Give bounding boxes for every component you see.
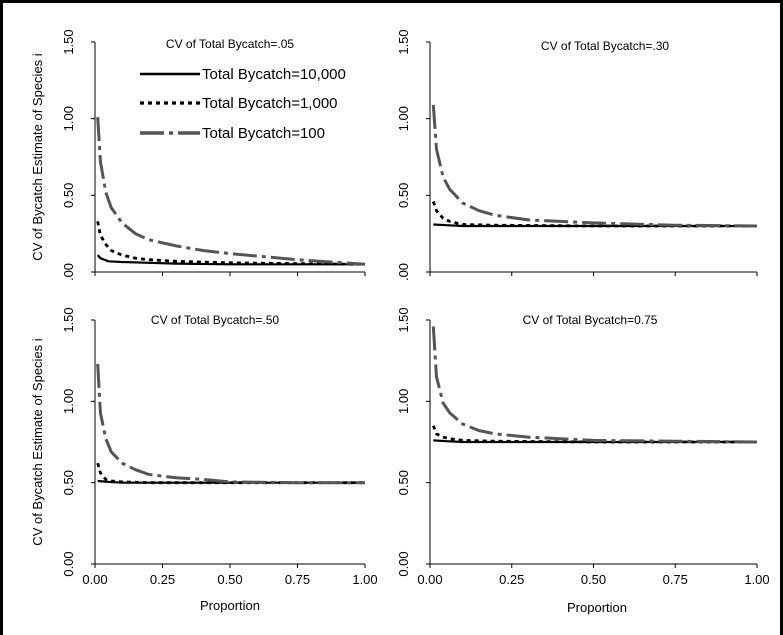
panel-title: CV of Total Bycatch=.50 bbox=[151, 313, 280, 327]
y-tick-label: 0.50 bbox=[61, 183, 76, 208]
y-tick-label: .00 bbox=[61, 263, 76, 281]
x-tick-label: 0.75 bbox=[663, 572, 688, 587]
y-tick-label: 1.50 bbox=[396, 29, 411, 54]
x-tick-label: 0.50 bbox=[217, 572, 242, 587]
x-tick-label: 1.00 bbox=[352, 572, 377, 587]
legend-label: Total Bycatch=100 bbox=[202, 125, 325, 142]
series-line-n1000 bbox=[96, 221, 366, 266]
y-tick-label: 0.50 bbox=[61, 470, 76, 495]
series-line-n1000 bbox=[431, 425, 757, 444]
x-tick-label: 0.00 bbox=[417, 572, 442, 587]
y-tick-label: 0.00 bbox=[61, 551, 76, 576]
y-tick-label: 1.00 bbox=[396, 106, 411, 131]
x-tick-label: 0.75 bbox=[285, 572, 310, 587]
series-line-n100 bbox=[96, 117, 366, 266]
y-tick-label: 1.50 bbox=[396, 307, 411, 332]
series-line-n100 bbox=[431, 104, 758, 228]
y-tick-label: 0.50 bbox=[396, 470, 411, 495]
panel-title: CV of Total Bycatch=.05 bbox=[166, 37, 295, 51]
panel-title: CV of Total Bycatch=0.75 bbox=[523, 313, 658, 327]
x-tick-label: 0.25 bbox=[499, 572, 524, 587]
x-axis-label: Proportion bbox=[200, 598, 260, 613]
legend-label: Total Bycatch=10,000 bbox=[202, 66, 346, 83]
x-tick-label: 0.25 bbox=[150, 572, 175, 587]
y-tick-label: 0.00 bbox=[396, 551, 411, 576]
y-axis-label: CV of Bycatch Estimate of Species i bbox=[30, 338, 45, 545]
y-tick-label: 1.50 bbox=[61, 307, 76, 332]
x-tick-label: 0.50 bbox=[581, 572, 606, 587]
series-line-n100 bbox=[431, 326, 758, 444]
series-line-n1000 bbox=[431, 201, 757, 228]
y-tick-label: 1.50 bbox=[61, 29, 76, 54]
panel-title: CV of Total Bycatch=.30 bbox=[541, 39, 670, 53]
series-line-n1000 bbox=[96, 462, 365, 485]
y-tick-label: 1.00 bbox=[396, 389, 411, 414]
x-tick-label: 1.00 bbox=[744, 572, 769, 587]
x-tick-label: 0.00 bbox=[82, 572, 107, 587]
y-tick-label: 1.00 bbox=[61, 106, 76, 131]
y-tick-label: 1.00 bbox=[61, 389, 76, 414]
y-axis-label: CV of Bycatch Estimate of Species i bbox=[30, 53, 45, 260]
legend-label: Total Bycatch=1,000 bbox=[202, 95, 338, 112]
y-tick-label: 0.50 bbox=[396, 183, 411, 208]
series-line-n10000 bbox=[96, 254, 365, 266]
y-tick-label: .00 bbox=[396, 263, 411, 281]
x-axis-label: Proportion bbox=[567, 600, 627, 615]
series-line-n100 bbox=[96, 363, 365, 485]
